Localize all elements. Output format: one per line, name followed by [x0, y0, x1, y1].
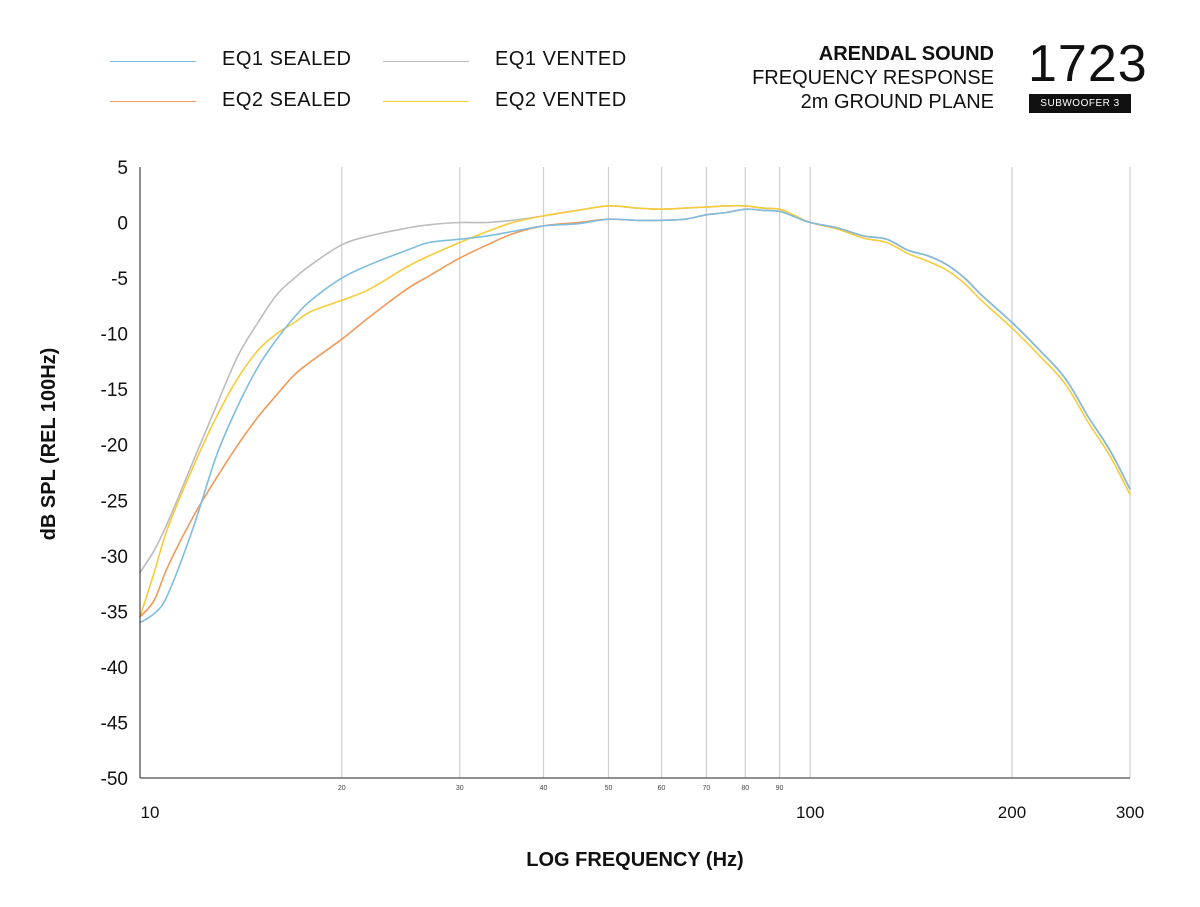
model-number: 1723	[1028, 35, 1148, 93]
brand-subtitle-line1: FREQUENCY RESPONSE	[752, 67, 994, 89]
y-tick-label: -45	[101, 713, 128, 734]
x-tick-label-minor: 30	[456, 785, 464, 792]
legend-label-eq2-sealed: EQ2 SEALED	[222, 89, 352, 111]
grid-layer	[341, 167, 1131, 778]
x-tick-label-major: 100	[796, 803, 824, 822]
series-line-eq2-vented	[139, 204, 1131, 618]
legend-swatch-eq1-sealed	[110, 61, 196, 62]
legend-swatch-eq2-vented	[383, 101, 469, 102]
x-tick-label-major: 300	[1116, 803, 1144, 822]
y-tick-label: 0	[117, 214, 128, 235]
y-tick-label: -15	[101, 380, 128, 401]
brand-subtitle-line2: 2m GROUND PLANE	[800, 91, 994, 113]
label-layer: 50-5-10-15-20-25-30-35-40-45-50 20 30 40 50 6…	[101, 158, 1145, 822]
brand-block: ARENDAL SOUND FREQUENCY RESPONSE 2m GROU…	[752, 42, 994, 114]
model-name-badge: SUBWOOFER 3	[1029, 94, 1131, 113]
x-tick-label-minor: 50	[605, 785, 613, 792]
legend-swatch-eq2-sealed	[110, 101, 196, 102]
axis-layer	[139, 167, 1130, 779]
legend-label-eq2-vented: EQ2 VENTED	[495, 89, 627, 111]
x-tick-label-minor: 90	[776, 785, 784, 792]
legend-swatch-eq1-vented	[383, 61, 469, 62]
series-layer	[139, 204, 1131, 624]
y-tick-label: -20	[101, 436, 128, 457]
series-line-eq1-vented	[139, 204, 1131, 574]
y-axis-title: dB SPL (REL 100Hz)	[38, 348, 60, 541]
y-tick-label: -10	[101, 325, 128, 346]
x-tick-label-minor: 80	[741, 785, 749, 792]
y-tick-label: -50	[101, 769, 128, 790]
x-tick-label-minor: 40	[540, 785, 548, 792]
legend-label-eq1-vented: EQ1 VENTED	[495, 48, 627, 70]
y-tick-label: -40	[101, 658, 128, 679]
series-line-eq2-sealed	[139, 208, 1131, 618]
brand-name: ARENDAL SOUND	[818, 43, 994, 65]
legend-label-eq1-sealed: EQ1 SEALED	[222, 48, 352, 70]
x-tick-label-minor: 70	[703, 785, 711, 792]
y-tick-label: -30	[101, 547, 128, 568]
x-tick-label-minor: 60	[658, 785, 666, 792]
x-tick-label-minor: 20	[338, 785, 346, 792]
x-tick-label-major: 200	[998, 803, 1026, 822]
y-tick-label: 5	[117, 158, 128, 179]
y-tick-label: -5	[111, 269, 128, 290]
y-tick-label: -25	[101, 491, 128, 512]
y-tick-label: -35	[101, 602, 128, 623]
series-line-eq1-sealed	[139, 208, 1131, 624]
x-axis-title: LOG FREQUENCY (Hz)	[526, 849, 743, 871]
x-tick-label-major: 10	[141, 803, 160, 822]
